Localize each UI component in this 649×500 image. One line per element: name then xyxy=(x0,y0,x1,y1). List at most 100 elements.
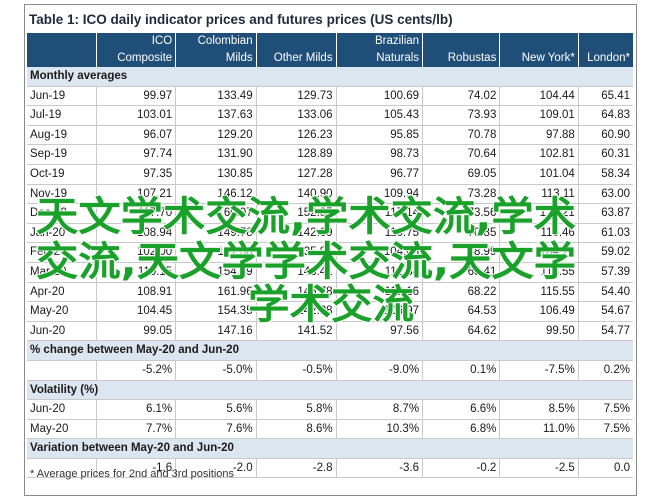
table-cell: 146.78 xyxy=(255,282,337,303)
table-cell: 5.8% xyxy=(255,399,337,420)
table-cell: -7.5% xyxy=(499,360,579,381)
row-label xyxy=(27,360,97,381)
table-cell: -0.5% xyxy=(255,360,337,381)
column-header-top xyxy=(422,33,500,50)
table-cell: 99.50 xyxy=(499,321,579,342)
row-label xyxy=(27,458,97,479)
table-cell: 110.75 xyxy=(335,223,423,244)
table-cell: 127.28 xyxy=(255,164,337,185)
table-cell: 105.43 xyxy=(335,105,423,126)
table-row: Jun-20 6.1% 5.6% 5.8% 8.7% 6.6% 8.5% 7.5% xyxy=(27,399,633,420)
table-cell: 8.5% xyxy=(499,399,579,420)
table-cell: 58.34 xyxy=(577,164,633,185)
table-row: Jan-20 108.94 149.78 142.69 110.75 70.85 116.4… xyxy=(27,223,633,244)
table-cell: 59.02 xyxy=(577,242,633,263)
table-cell: 57.39 xyxy=(577,262,633,283)
table-cell: 142.28 xyxy=(255,301,337,322)
table-cell: 146.12 xyxy=(175,184,257,205)
table-cell: 106.49 xyxy=(499,301,579,322)
table-cell: 108.94 xyxy=(96,223,176,244)
table-cell: 103.01 xyxy=(96,105,176,126)
table-cell: 0.0 xyxy=(577,458,633,479)
price-table: ICO Colombian Brazilian Composite Milds Other… xyxy=(27,33,633,479)
table-cell: 60.90 xyxy=(577,125,633,146)
table-cell: 0.2% xyxy=(577,360,633,381)
table-cell: 61.03 xyxy=(577,223,633,244)
column-header-bottom: London* xyxy=(577,50,633,67)
table-cell: 11.0% xyxy=(499,419,579,440)
row-label: Feb-20 xyxy=(27,242,97,263)
table-row: May-20 7.7% 7.6% 8.6% 10.3% 6.8% 11.0% 7.5% xyxy=(27,419,633,440)
column-header-bottom: Robustas xyxy=(422,50,500,67)
table-cell: 74.02 xyxy=(422,86,500,107)
table-cell: -2.0 xyxy=(175,458,257,479)
table-cell: 96.77 xyxy=(335,164,423,185)
table-cell: 7.5% xyxy=(577,419,633,440)
table-cell: 154.35 xyxy=(175,301,257,322)
table-cell: 54.40 xyxy=(577,282,633,303)
table-row: Jun-20 99.05 147.16 141.52 97.56 64.62 99.50 54… xyxy=(27,321,633,342)
table-row: Feb-20 102.00 141.36 135.81 104.03 68.99 104.7… xyxy=(27,242,633,263)
table-cell: -1.6 xyxy=(96,458,176,479)
table-cell: -9.0% xyxy=(335,360,423,381)
table-cell: 68.41 xyxy=(422,262,500,283)
table-cell: 10.3% xyxy=(335,419,423,440)
table-cell: -5.0% xyxy=(175,360,257,381)
table-cell: 101.04 xyxy=(499,164,579,185)
table-cell: 109.01 xyxy=(499,105,579,126)
column-header-top xyxy=(577,33,633,50)
table-title: Table 1: ICO daily indicator prices and … xyxy=(29,12,453,27)
table-cell: 7.6% xyxy=(175,419,257,440)
header-blank xyxy=(27,50,97,67)
table-cell: 95.85 xyxy=(335,125,423,146)
table-cell: 147.16 xyxy=(175,321,257,342)
table-cell: 54.67 xyxy=(577,301,633,322)
column-header-bottom: Naturals xyxy=(335,50,423,67)
table-cell: 5.6% xyxy=(175,399,257,420)
table-cell: 112.16 xyxy=(335,282,423,303)
section-header-row: Volatility (%) xyxy=(27,380,633,401)
table-cell: 149.78 xyxy=(175,223,257,244)
table-row: Aug-19 96.07 129.20 126.23 95.85 70.78 97.88 60… xyxy=(27,125,633,146)
section-header-row: Variation between May-20 and Jun-20 xyxy=(27,438,633,459)
row-label: Jul-19 xyxy=(27,105,97,126)
table-row: Sep-19 97.74 131.90 128.89 98.73 70.64 102.81 6… xyxy=(27,144,633,165)
table-cell: 7.7% xyxy=(96,419,176,440)
table-cell: 160.07 xyxy=(175,203,257,224)
table-cell: 99.97 xyxy=(96,86,176,107)
table-cell: 64.62 xyxy=(422,321,500,342)
table-cell: 154.59 xyxy=(175,262,257,283)
table-cell: 99.05 xyxy=(96,321,176,342)
table-cell: -3.6 xyxy=(335,458,423,479)
table-row: Oct-19 97.35 130.85 127.28 96.77 69.05 101.04 5… xyxy=(27,164,633,185)
row-label: Jan-20 xyxy=(27,223,97,244)
column-header-bottom: Other Milds xyxy=(255,50,337,67)
row-label: Oct-19 xyxy=(27,164,97,185)
table-cell: 8.6% xyxy=(255,419,337,440)
table-cell: 141.52 xyxy=(255,321,337,342)
column-header-top: Colombian xyxy=(175,33,257,50)
table-cell: 65.41 xyxy=(577,86,633,107)
header-row-bottom: Composite Milds Other Milds Naturals Robusta… xyxy=(27,50,633,67)
table-cell: 7.5% xyxy=(577,399,633,420)
table-cell: 117.70 xyxy=(96,203,176,224)
table-cell: 6.6% xyxy=(422,399,500,420)
header-row-top: ICO Colombian Brazilian xyxy=(27,33,633,50)
table-cell: -2.5 xyxy=(499,458,579,479)
column-header-top: ICO xyxy=(96,33,176,50)
footnote: * Average prices for 2nd and 3rd positio… xyxy=(30,468,235,480)
row-label: May-20 xyxy=(27,301,97,322)
table-cell: 110.15 xyxy=(96,262,176,283)
column-header-bottom: Milds xyxy=(175,50,257,67)
table-cell: 73.56 xyxy=(422,203,500,224)
table-cell: 130.85 xyxy=(175,164,257,185)
table-cell: 64.83 xyxy=(577,105,633,126)
table-cell: 6.8% xyxy=(422,419,500,440)
table-cell: 69.05 xyxy=(422,164,500,185)
table-cell: 140.90 xyxy=(255,184,337,205)
table-cell: 142.69 xyxy=(255,223,337,244)
table-cell: 133.49 xyxy=(175,86,257,107)
column-header-top xyxy=(255,33,337,50)
table-cell: 98.73 xyxy=(335,144,423,165)
table-row: Jul-19 103.01 137.63 133.06 105.43 73.93 109.0… xyxy=(27,105,633,126)
